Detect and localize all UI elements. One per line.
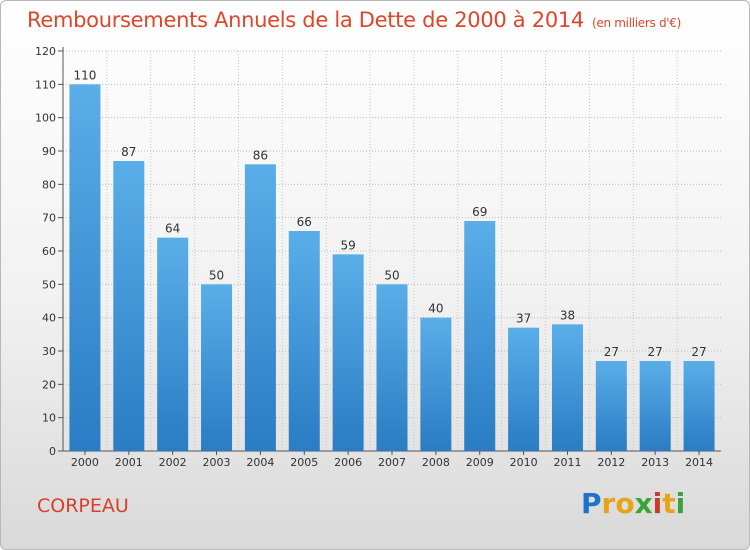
x-tick-label: 2008 bbox=[422, 456, 450, 469]
bar bbox=[464, 221, 496, 451]
logo-letter: o bbox=[615, 487, 635, 520]
y-tick-label: 80 bbox=[42, 178, 56, 191]
logo-letter: r bbox=[601, 487, 616, 520]
labels: 0 10 20 30 40 50 60 70 80 90 100 110 120 110 2000 87 200… bbox=[35, 45, 713, 469]
bar bbox=[683, 361, 715, 451]
data-label: 59 bbox=[340, 238, 355, 252]
y-tick-label: 110 bbox=[35, 78, 56, 91]
x-tick-label: 2011 bbox=[553, 456, 581, 469]
bar bbox=[595, 361, 627, 451]
data-label: 27 bbox=[691, 345, 706, 359]
x-tick-label: 2005 bbox=[290, 456, 318, 469]
bar bbox=[420, 317, 452, 451]
x-tick-label: 2013 bbox=[641, 456, 669, 469]
y-tick-label: 10 bbox=[42, 412, 56, 425]
y-tick-label: 30 bbox=[42, 345, 56, 358]
chart-title: Remboursements Annuels de la Dette de 20… bbox=[27, 8, 681, 32]
bar bbox=[201, 284, 233, 451]
bar bbox=[157, 237, 189, 451]
data-label: 27 bbox=[604, 345, 619, 359]
logo-letter: i bbox=[652, 487, 663, 520]
data-label: 110 bbox=[73, 68, 96, 82]
data-label: 50 bbox=[209, 268, 224, 282]
commune-name: CORPEAU bbox=[37, 495, 129, 517]
proxiti-logo: Proxiti bbox=[581, 487, 685, 520]
chart-unit: (en milliers d'€) bbox=[592, 16, 682, 30]
bar bbox=[376, 284, 408, 451]
bar bbox=[288, 231, 320, 451]
x-tick-label: 2010 bbox=[510, 456, 538, 469]
x-tick-label: 2003 bbox=[203, 456, 231, 469]
bar bbox=[113, 161, 145, 451]
data-label: 40 bbox=[428, 302, 443, 316]
x-tick-label: 2000 bbox=[71, 456, 99, 469]
data-label: 87 bbox=[121, 145, 136, 159]
data-label: 37 bbox=[516, 312, 531, 326]
bar bbox=[508, 327, 540, 451]
data-label: 66 bbox=[297, 215, 312, 229]
data-label: 38 bbox=[560, 308, 575, 322]
x-tick-label: 2014 bbox=[685, 456, 713, 469]
x-tick-label: 2007 bbox=[378, 456, 406, 469]
y-tick-label: 70 bbox=[42, 212, 56, 225]
chart-title-text: Remboursements Annuels de la Dette de 20… bbox=[27, 8, 584, 32]
y-tick-label: 0 bbox=[49, 445, 56, 458]
x-tick-label: 2009 bbox=[466, 456, 494, 469]
x-tick-label: 2002 bbox=[159, 456, 187, 469]
data-label: 86 bbox=[253, 148, 268, 162]
bars bbox=[69, 84, 715, 452]
y-tick-label: 100 bbox=[35, 112, 56, 125]
grid-lines bbox=[63, 50, 721, 452]
logo-letter: P bbox=[581, 487, 602, 520]
x-tick-label: 2004 bbox=[246, 456, 274, 469]
data-label: 69 bbox=[472, 205, 487, 219]
x-tick-label: 2012 bbox=[597, 456, 625, 469]
data-label: 50 bbox=[384, 268, 399, 282]
logo-letter: x bbox=[634, 487, 653, 520]
y-tick-label: 20 bbox=[42, 378, 56, 391]
bar bbox=[332, 254, 364, 451]
bar bbox=[69, 84, 101, 451]
x-tick-label: 2001 bbox=[115, 456, 143, 469]
bar bbox=[551, 324, 583, 451]
y-tick-label: 120 bbox=[35, 45, 56, 58]
logo-letter: i bbox=[675, 487, 686, 520]
y-tick-label: 50 bbox=[42, 278, 56, 291]
y-tick-label: 60 bbox=[42, 245, 56, 258]
logo-letter: t bbox=[662, 487, 676, 520]
bar bbox=[639, 361, 671, 451]
data-label: 27 bbox=[648, 345, 663, 359]
data-label: 64 bbox=[165, 222, 180, 236]
y-tick-label: 90 bbox=[42, 145, 56, 158]
bar bbox=[244, 164, 276, 452]
x-tick-label: 2006 bbox=[334, 456, 362, 469]
y-tick-label: 40 bbox=[42, 312, 56, 325]
